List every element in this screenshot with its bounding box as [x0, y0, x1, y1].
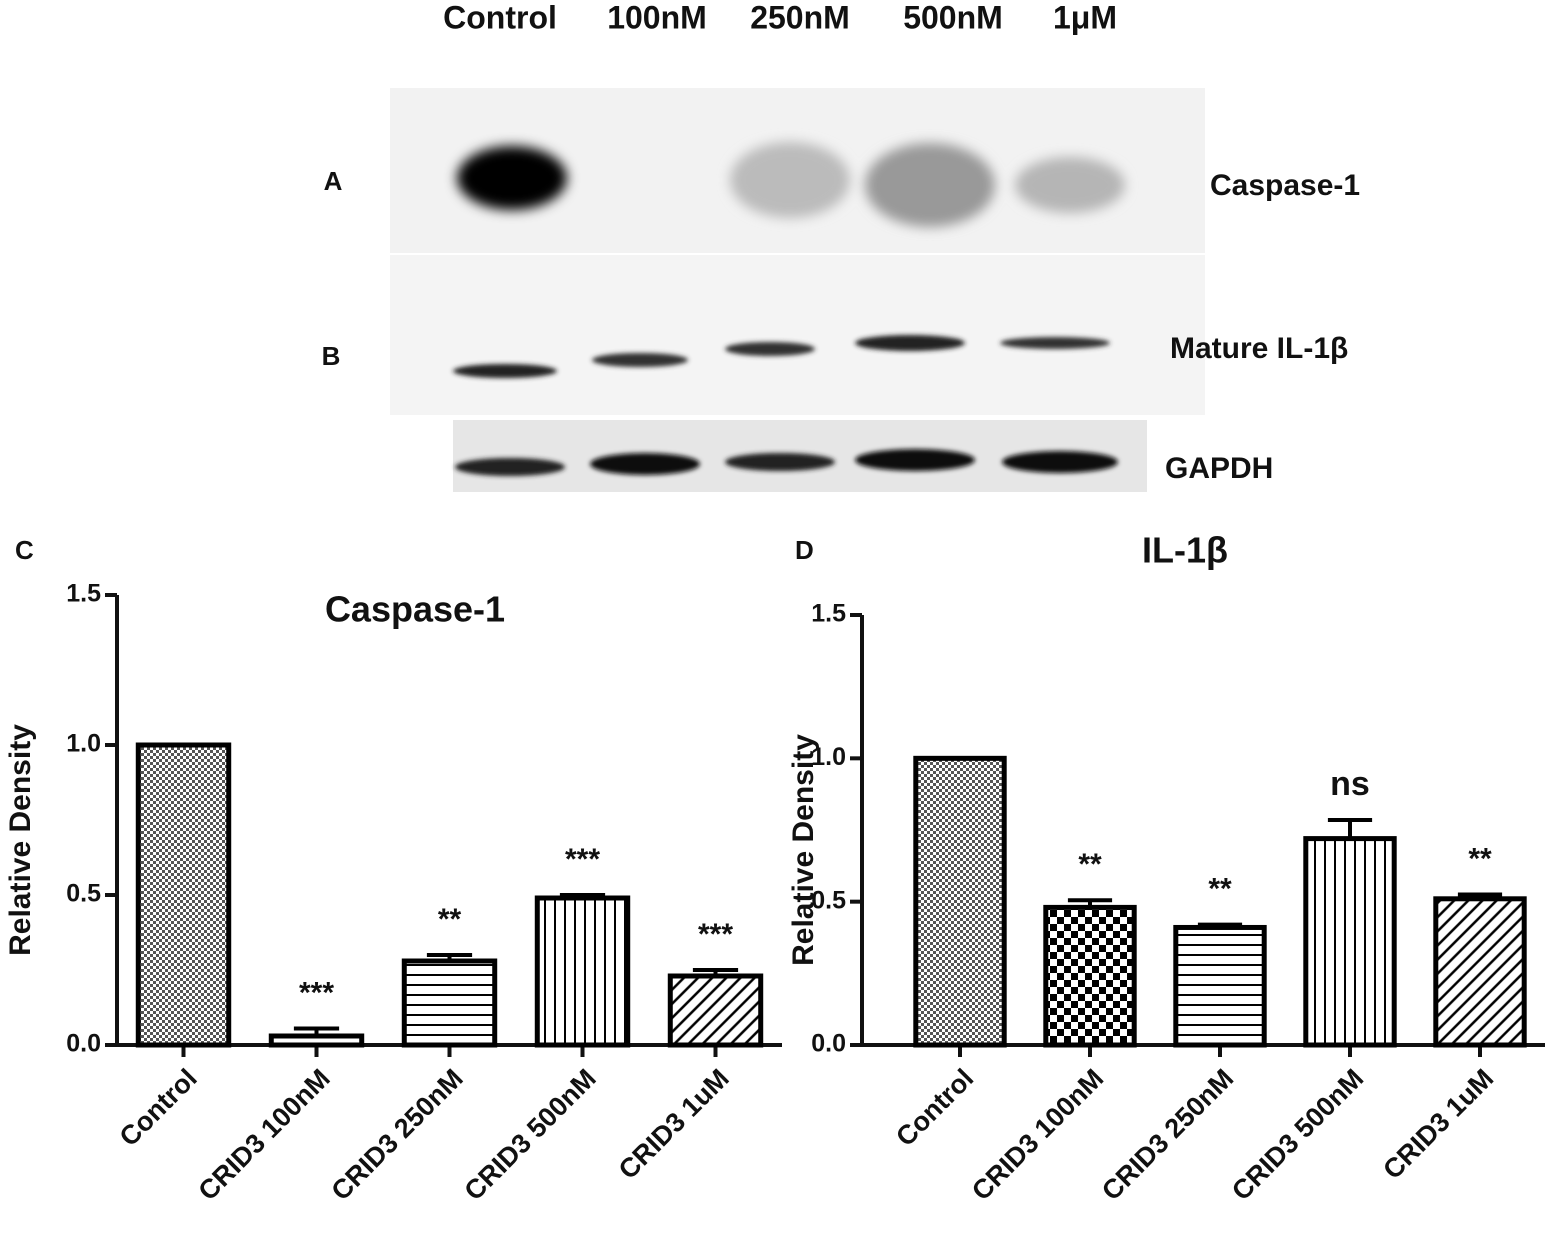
significance-label: ns — [1330, 765, 1370, 803]
x-tick-label: CRID3 1uM — [613, 1063, 735, 1185]
x-tick-label: CRID3 100nM — [193, 1063, 336, 1206]
panel-letter: C — [15, 535, 34, 565]
x-tick-label: CRID3 500nM — [459, 1063, 602, 1206]
bar — [667, 973, 764, 1048]
bar-chart: C Caspase-1 Relative Density 0.0 0.5 1.0 1.5 Co… — [4, 535, 782, 1206]
blot-membrane — [390, 255, 1205, 415]
significance-label: ** — [1078, 848, 1102, 881]
bar — [1043, 904, 1137, 1048]
y-tick-label: 1.5 — [811, 600, 846, 628]
panel-letter: A — [324, 166, 343, 196]
x-tick-label: CRID3 100nM — [966, 1063, 1109, 1206]
lane-label: 100nM — [607, 0, 707, 35]
x-tick-label: CRID3 250nM — [1096, 1063, 1239, 1206]
row-label: Mature IL-1β — [1170, 332, 1348, 365]
row-label: Caspase-1 — [1210, 169, 1360, 202]
bar — [913, 755, 1007, 1048]
panel-letter: D — [795, 535, 814, 565]
x-tick-label: CRID3 1uM — [1377, 1063, 1499, 1185]
bar — [268, 1033, 365, 1048]
chart-title: Caspase-1 — [325, 589, 505, 630]
y-tick-label: 1.0 — [66, 730, 101, 758]
bar — [135, 742, 232, 1048]
bar-chart: D IL-1β Relative Density 0.0 0.5 1.0 1.5 Contro… — [787, 530, 1545, 1206]
lane-label: Control — [443, 0, 557, 35]
y-tick-label: 0.5 — [811, 886, 846, 914]
significance-label: ** — [1208, 873, 1232, 906]
bar — [401, 958, 498, 1048]
bar — [1433, 896, 1527, 1048]
y-axis-label: Relative Density — [4, 724, 37, 956]
bar — [534, 895, 631, 1048]
y-axis-label: Relative Density — [787, 734, 820, 966]
y-tick-label: 1.0 — [811, 743, 846, 771]
significance-label: *** — [698, 918, 733, 951]
chart-title: IL-1β — [1142, 530, 1228, 571]
bar — [1303, 836, 1397, 1048]
x-tick-label: CRID3 250nM — [326, 1063, 469, 1206]
western-blot: Control 100nM 250nM 500nM 1μM A Caspase-… — [322, 0, 1360, 492]
lane-label: 250nM — [750, 0, 850, 35]
x-tick-label: Control — [114, 1063, 203, 1152]
y-tick-label: 1.5 — [66, 580, 101, 608]
significance-label: ** — [438, 903, 462, 936]
y-tick-label: 0.5 — [66, 880, 101, 908]
lane-label: 1μM — [1053, 0, 1117, 35]
row-label: GAPDH — [1165, 452, 1273, 485]
bar — [1173, 924, 1267, 1048]
significance-label: *** — [565, 843, 600, 876]
y-tick-label: 0.0 — [66, 1030, 101, 1058]
significance-label: ** — [1468, 842, 1492, 875]
y-tick-label: 0.0 — [811, 1030, 846, 1058]
panel-letter: B — [322, 341, 341, 371]
x-tick-label: Control — [890, 1063, 979, 1152]
x-tick-label: CRID3 500nM — [1226, 1063, 1369, 1206]
lane-label: 500nM — [903, 0, 1003, 35]
significance-label: *** — [299, 976, 334, 1009]
